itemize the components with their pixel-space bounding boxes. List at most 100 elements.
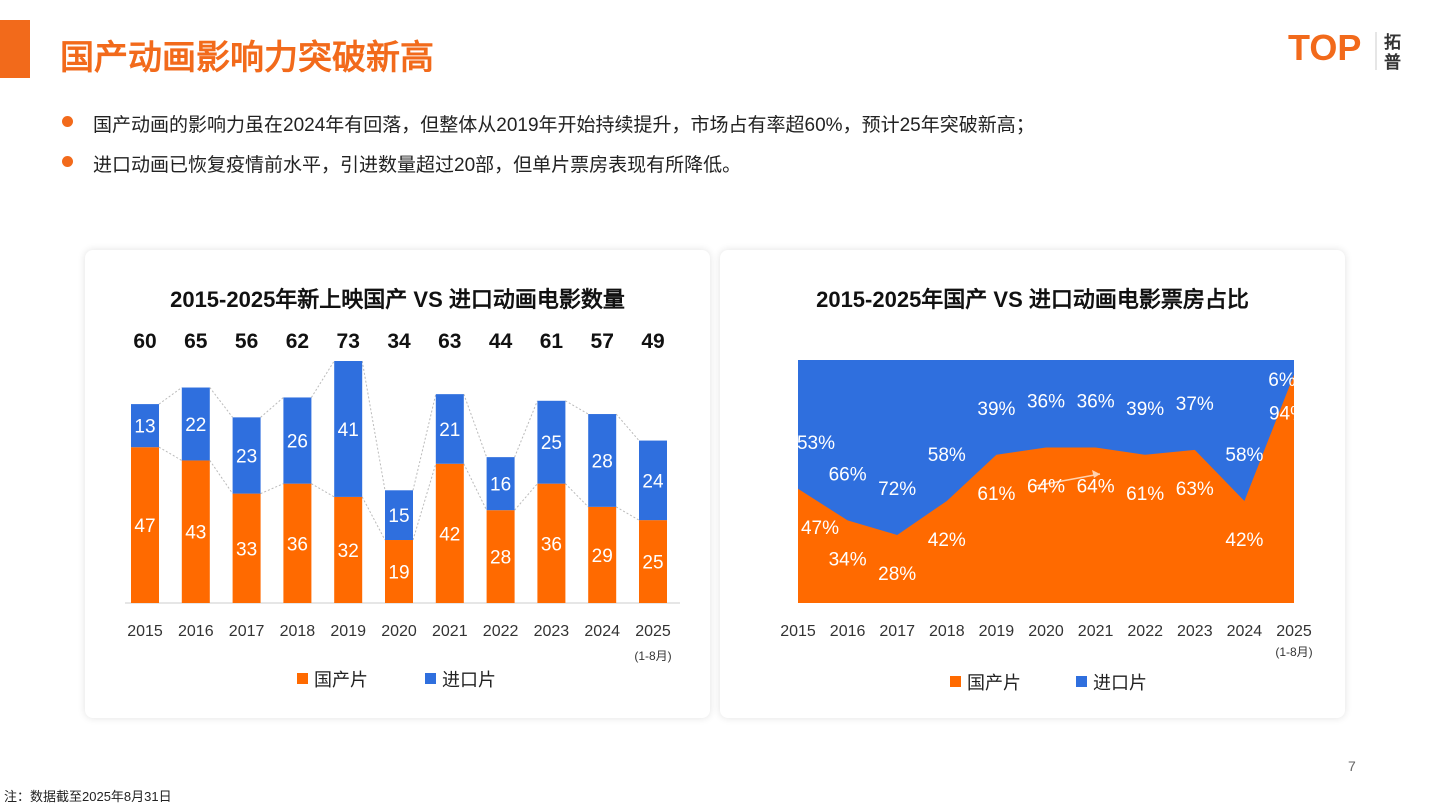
data-label-domestic: 34% — [829, 549, 867, 570]
x-tick-label: 2018 — [929, 623, 965, 640]
data-label: 15 — [388, 506, 409, 527]
total-label: 44 — [489, 330, 513, 353]
connector-line — [361, 496, 386, 541]
bar-imported — [283, 397, 312, 484]
connector-line — [514, 483, 538, 511]
bar-domestic — [283, 483, 312, 603]
data-label-imported: 37% — [1176, 394, 1214, 415]
bar-imported — [385, 490, 413, 541]
bullet-dot-icon — [62, 116, 73, 127]
count-chart-card: 2015-2025年新上映国产 VS 进口动画电影数量 47 13 60 2015 43… — [85, 250, 710, 718]
connector-line — [260, 397, 284, 418]
data-label-imported: 58% — [1225, 445, 1263, 466]
data-label-domestic: 64% — [1027, 476, 1065, 497]
x-tick-label: 2023 — [1177, 623, 1213, 640]
data-label-imported: 6% — [1268, 370, 1296, 391]
bar-imported — [639, 440, 667, 521]
x-tick-label: 2015 — [780, 623, 816, 640]
x-tick-note: (1-8月) — [634, 649, 671, 663]
title-accent-bar — [0, 20, 30, 78]
data-label-domestic: 61% — [1126, 484, 1164, 505]
bar-domestic — [385, 540, 413, 603]
data-label: 25 — [541, 433, 562, 454]
data-label: 33 — [236, 539, 257, 560]
data-label: 24 — [642, 471, 664, 492]
x-tick-label: 2017 — [229, 623, 265, 640]
connector-line — [463, 463, 488, 511]
legend-label: 国产片 — [967, 673, 1021, 693]
share-chart: 47% 53% 2015 34% 66% 2016 28% 72% 2017 42% 58% 2018… — [780, 360, 1313, 693]
data-label: 47 — [134, 516, 155, 537]
data-label: 13 — [134, 417, 155, 438]
data-label: 36 — [541, 534, 562, 555]
total-label: 57 — [591, 330, 614, 353]
connector-line — [615, 413, 640, 441]
bar-domestic — [486, 510, 515, 603]
x-tick-label: 2019 — [979, 623, 1015, 640]
area-domestic — [798, 374, 1294, 603]
data-label-imported: 58% — [928, 445, 966, 466]
svg-text:普: 普 — [1384, 52, 1401, 72]
data-label-imported: 53% — [797, 433, 835, 454]
connector-line — [412, 463, 437, 541]
data-label-domestic: 63% — [1176, 479, 1214, 500]
trend-arrow-head-icon — [1092, 470, 1100, 478]
count-chart: 47 13 60 2015 43 22 65 2016 33 23 56 2017 36 26 62 2018… — [125, 330, 680, 690]
bullet-dot-icon — [62, 156, 73, 167]
data-label: 28 — [592, 451, 613, 472]
connector-line — [412, 394, 437, 491]
x-tick-label: 2017 — [879, 623, 915, 640]
x-tick-label: 2015 — [127, 623, 163, 640]
x-tick-label: 2020 — [381, 623, 417, 640]
bar-domestic — [334, 496, 363, 603]
data-label-imported: 36% — [1077, 391, 1115, 412]
data-label: 16 — [490, 475, 511, 496]
x-tick-label: 2025 — [1276, 623, 1312, 640]
x-tick-label: 2016 — [178, 623, 214, 640]
data-label: 26 — [287, 432, 308, 453]
bar-domestic — [435, 463, 464, 603]
bar-domestic — [537, 483, 566, 603]
data-label: 29 — [592, 546, 613, 567]
total-label: 65 — [184, 330, 208, 353]
x-tick-label: 2021 — [432, 623, 468, 640]
connector-line — [209, 387, 233, 418]
legend-swatch — [297, 673, 308, 684]
connector-line — [514, 400, 538, 458]
total-label: 62 — [286, 330, 309, 353]
data-label-domestic: 42% — [928, 530, 966, 551]
data-label-domestic: 28% — [878, 564, 916, 585]
x-tick-label: 2016 — [830, 623, 866, 640]
bar-imported — [537, 400, 566, 484]
legend-swatch — [1076, 676, 1087, 687]
data-label: 42 — [439, 524, 460, 545]
x-tick-label: 2020 — [1028, 623, 1064, 640]
top-logo: TOP 拓 普 — [1288, 27, 1401, 72]
total-label: 63 — [438, 330, 461, 353]
connector-line — [158, 387, 183, 405]
x-tick-label: 2024 — [584, 623, 620, 640]
data-label: 36 — [287, 534, 308, 555]
connector-line — [565, 400, 589, 415]
connector-line — [463, 393, 488, 458]
svg-text:拓: 拓 — [1384, 33, 1401, 52]
chart-title: 2015-2025年新上映国产 VS 进口动画电影数量 — [170, 287, 625, 312]
bullet-item: 国产动画的影响力虽在2024年有回落，但整体从2019年开始持续提升，市场占有率… — [60, 110, 1035, 150]
chart-title: 2015-2025年国产 VS 进口动画电影票房占比 — [816, 287, 1249, 312]
x-tick-label: 2021 — [1078, 623, 1114, 640]
data-label-domestic: 42% — [1225, 530, 1263, 551]
legend-label: 进口片 — [1093, 673, 1147, 693]
total-label: 73 — [337, 330, 360, 353]
svg-text:TOP: TOP — [1288, 27, 1361, 68]
bar-imported — [232, 417, 261, 494]
data-label: 43 — [185, 523, 206, 544]
total-label: 49 — [641, 330, 664, 353]
data-label: 25 — [642, 553, 663, 574]
x-tick-label: 2024 — [1227, 623, 1263, 640]
x-tick-label: 2025 — [635, 623, 671, 640]
connector-line — [615, 506, 640, 521]
bar-domestic — [232, 493, 261, 603]
total-label: 56 — [235, 330, 258, 353]
x-tick-label: 2022 — [1127, 623, 1163, 640]
data-label: 22 — [185, 415, 206, 436]
